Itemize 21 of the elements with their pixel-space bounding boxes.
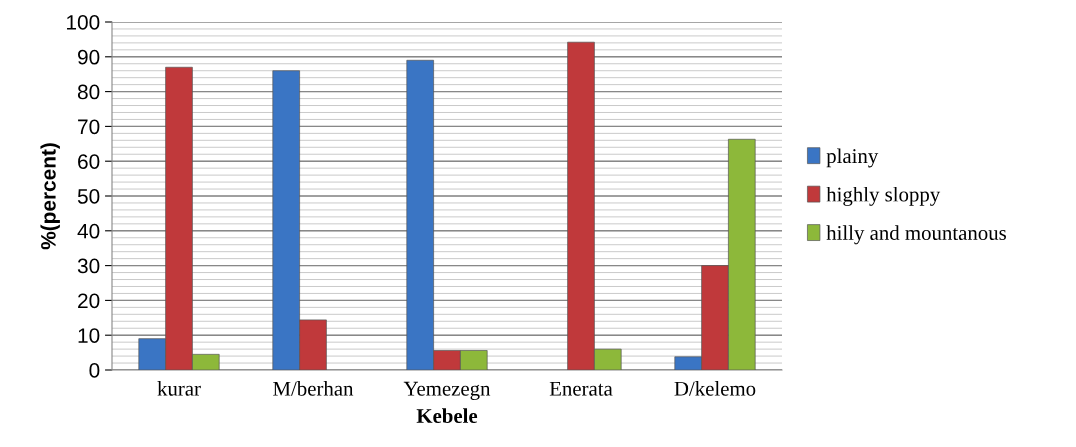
y-tick-label: 60: [78, 154, 100, 169]
y-tick-label: 70: [78, 119, 100, 135]
legend-label: plainy: [826, 148, 879, 168]
y-tick-label: 10: [78, 328, 100, 343]
y-tick-label: 50: [77, 189, 100, 204]
legend-label: hilly and mountanous: [826, 225, 1006, 245]
y-tick-label: 30: [77, 258, 100, 274]
x-tick-label: Yemezegn: [403, 381, 491, 400]
x-tick-label: kurar: [157, 381, 201, 396]
y-tick-label: 40: [77, 223, 100, 239]
y-tick-label: 80: [77, 84, 100, 100]
y-tick-label: 0: [89, 363, 100, 378]
y-axis-title: %(percent): [40, 143, 60, 250]
y-tick-label: 20: [78, 293, 100, 309]
x-axis-title: Kebele: [416, 408, 478, 423]
x-tick-label: D/kelemo: [674, 381, 756, 396]
x-tick-label: M/berhan: [273, 381, 354, 396]
y-tick-label: 100: [67, 15, 100, 30]
x-tick-label: Enerata: [549, 381, 613, 396]
y-tick-label: 90: [78, 49, 100, 65]
legend-label: highly sloppy: [826, 186, 941, 206]
